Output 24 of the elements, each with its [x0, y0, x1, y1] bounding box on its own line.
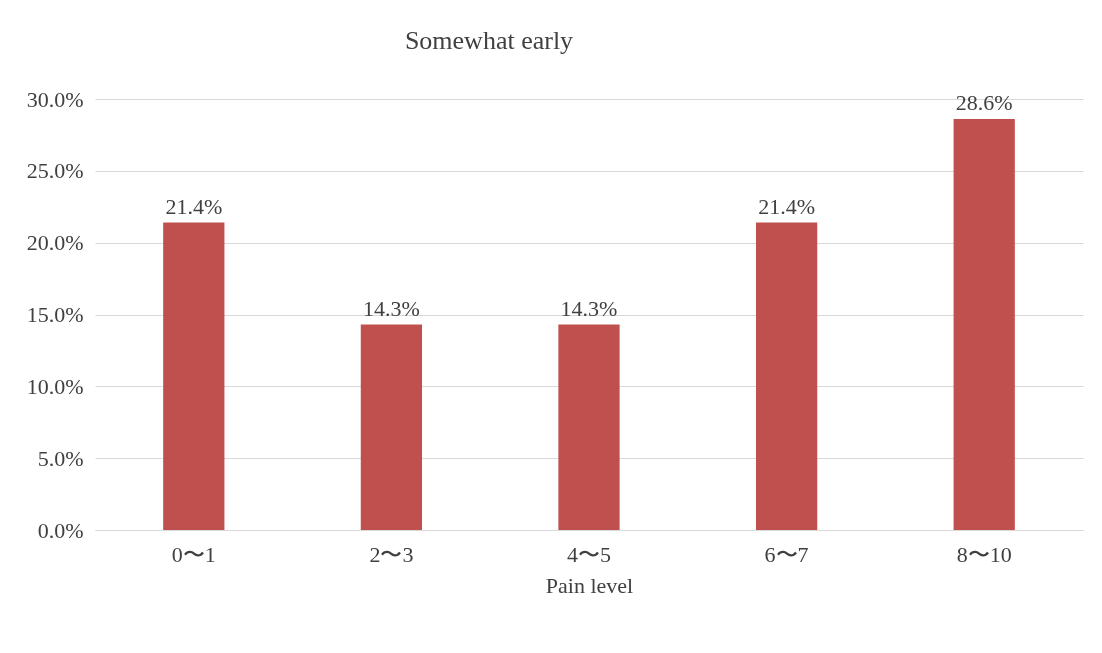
data-label: 28.6%	[955, 90, 1013, 116]
bar	[953, 119, 1015, 530]
y-tick-label: 15.0%	[26, 302, 84, 327]
data-label: 21.4%	[165, 193, 223, 219]
bar	[163, 222, 225, 530]
data-label: 14.3%	[560, 295, 618, 321]
x-axis-title: Pain level	[545, 572, 634, 598]
y-tick-label: 30.0%	[26, 86, 84, 112]
chart-title: Somewhat early	[404, 26, 574, 55]
x-tick-label: 0〜1	[171, 541, 216, 567]
y-tick-label: 25.0%	[26, 158, 84, 184]
bar	[360, 324, 423, 530]
x-tick-label: 4〜5	[567, 541, 611, 567]
x-tick-label: 2〜3	[369, 541, 414, 567]
y-tick-label: 10.0%	[26, 373, 84, 399]
y-tick-label: 5.0%	[37, 445, 84, 471]
y-tick-label: 20.0%	[26, 230, 84, 256]
x-tick-label: 8〜10	[956, 541, 1012, 567]
data-label: 21.4%	[758, 193, 816, 219]
bar	[755, 222, 818, 530]
bar	[558, 324, 620, 530]
data-label: 14.3%	[362, 295, 420, 321]
y-tick-label: 0.0%	[37, 517, 84, 543]
x-tick-label: 6〜7	[764, 541, 809, 567]
